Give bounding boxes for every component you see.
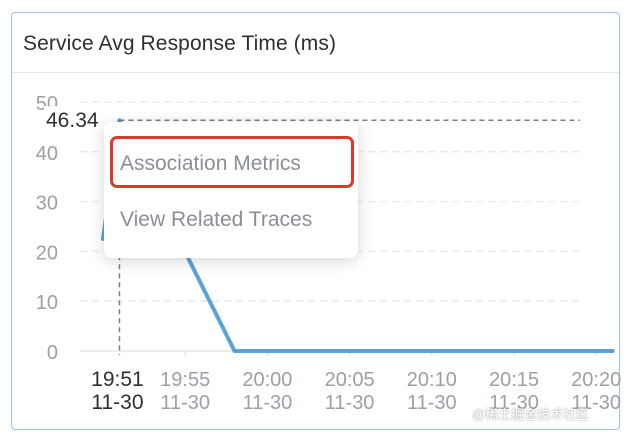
card-title: Service Avg Response Time (ms) [23, 32, 337, 55]
x-tick-label: 20:15 [489, 369, 539, 391]
context-menu: Association Metrics View Related Traces [104, 122, 358, 258]
menu-item-association-metrics[interactable]: Association Metrics [120, 152, 301, 175]
y-tick-label: 0 [47, 342, 58, 364]
x-tick-label: 20:10 [407, 369, 457, 391]
x-tick-label: 20:20 [571, 369, 621, 391]
x-tick-label: 20:00 [242, 369, 292, 391]
x-tick-date: 11-30 [489, 392, 539, 414]
watermark: @稀土掘金技术社区 [472, 407, 590, 422]
x-tick-label: 19:55 [160, 369, 210, 391]
x-tick-label: 20:05 [325, 369, 375, 391]
x-tick-date: 11-30 [571, 392, 621, 414]
crosshair-y-label: 46.34 [46, 109, 99, 132]
x-tick-date: 11-30 [407, 392, 457, 414]
y-tick-label: 20 [36, 242, 58, 264]
crosshair-y-label-bg [44, 106, 102, 133]
y-tick-label: 40 [36, 143, 58, 165]
x-tick-date: 11-30 [160, 392, 210, 414]
crosshair-x-label: 19:51 [91, 368, 144, 391]
crosshair-x-label-bg [77, 366, 160, 416]
x-tick-date: 11-30 [243, 392, 293, 414]
y-tick-label: 10 [36, 292, 58, 314]
y-tick-label: 30 [36, 193, 58, 215]
crosshair-x-date: 11-30 [91, 391, 143, 414]
menu-item-view-related-traces[interactable]: View Related Traces [120, 208, 313, 231]
card-header: Service Avg Response Time (ms) [12, 13, 619, 73]
x-tick-date: 11-30 [325, 392, 375, 414]
